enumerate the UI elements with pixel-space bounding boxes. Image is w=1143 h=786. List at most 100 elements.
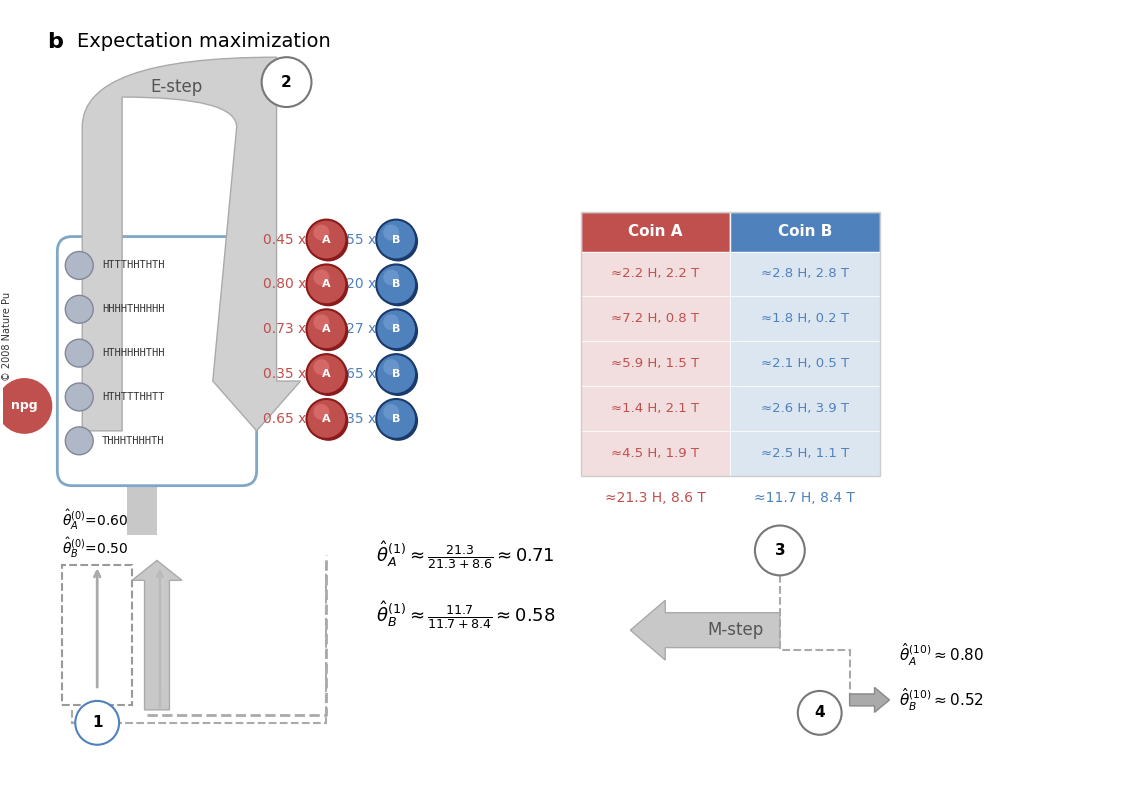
Text: ≈11.7 H, 8.4 T: ≈11.7 H, 8.4 T (754, 491, 855, 505)
Text: 3: 3 (775, 543, 785, 558)
Text: $\hat{\theta}_B^{(1)}$$\approx$$\frac{11.7}{11.7 + 8.4}$$\approx 0.58$: $\hat{\theta}_B^{(1)}$$\approx$$\frac{11… (376, 599, 555, 631)
Circle shape (65, 252, 94, 279)
Text: $\hat{\theta}_A^{(0)}$=0.60: $\hat{\theta}_A^{(0)}$=0.60 (63, 508, 129, 532)
Circle shape (309, 356, 349, 396)
Bar (581, 341, 730, 386)
Bar (581, 296, 730, 341)
Circle shape (378, 401, 418, 441)
Circle shape (376, 264, 416, 304)
Text: Coin B: Coin B (777, 224, 832, 239)
Text: A: A (322, 369, 330, 379)
Bar (730, 431, 879, 476)
Circle shape (383, 404, 399, 420)
Text: ≈1.4 H, 2.1 T: ≈1.4 H, 2.1 T (612, 402, 700, 415)
Text: 0.27 x: 0.27 x (333, 322, 376, 336)
Text: 0.45 x: 0.45 x (263, 233, 306, 247)
Circle shape (65, 296, 94, 323)
Text: HTHHHHHTHH: HTHHHHHTHH (102, 348, 165, 358)
Bar (581, 431, 730, 476)
Text: A: A (322, 234, 330, 244)
Bar (730, 341, 879, 386)
Text: B: B (392, 279, 400, 289)
Text: 0.73 x: 0.73 x (263, 322, 306, 336)
Circle shape (378, 266, 418, 307)
Circle shape (313, 404, 329, 420)
Circle shape (75, 701, 119, 745)
Text: A: A (322, 414, 330, 424)
Text: HTTTHHTHTH: HTTTHHTHTH (102, 260, 165, 270)
Text: HHHHTHHHHH: HHHHTHHHHH (102, 304, 165, 314)
Text: 1: 1 (91, 715, 103, 730)
Text: 0.20 x: 0.20 x (333, 277, 376, 292)
Text: ≈4.5 H, 1.9 T: ≈4.5 H, 1.9 T (612, 446, 700, 460)
Text: HTHTTTHHTT: HTHTTTHHTT (102, 392, 165, 402)
Text: 0.65 x: 0.65 x (333, 367, 376, 381)
FancyArrow shape (849, 688, 889, 712)
Text: 0.80 x: 0.80 x (263, 277, 306, 292)
Text: B: B (392, 234, 400, 244)
Circle shape (798, 691, 841, 735)
Circle shape (378, 311, 418, 351)
Text: ≈21.3 H, 8.6 T: ≈21.3 H, 8.6 T (605, 491, 705, 505)
Circle shape (376, 399, 416, 439)
Circle shape (313, 359, 329, 375)
Circle shape (65, 427, 94, 455)
Circle shape (383, 359, 399, 375)
Text: ≈5.9 H, 1.5 T: ≈5.9 H, 1.5 T (612, 357, 700, 370)
Circle shape (306, 264, 346, 304)
Text: $\hat{\theta}_A^{(10)}$$\approx 0.80$: $\hat{\theta}_A^{(10)}$$\approx 0.80$ (900, 642, 984, 668)
Text: © 2008 Nature Pu: © 2008 Nature Pu (2, 292, 13, 380)
Circle shape (313, 270, 329, 285)
FancyBboxPatch shape (581, 211, 730, 252)
Bar (730, 386, 879, 431)
Bar (730, 296, 879, 341)
Text: Coin A: Coin A (628, 224, 682, 239)
FancyArrow shape (133, 560, 182, 710)
Text: M-step: M-step (706, 621, 764, 639)
Text: ≈1.8 H, 0.2 T: ≈1.8 H, 0.2 T (761, 312, 849, 325)
Circle shape (306, 219, 346, 259)
FancyBboxPatch shape (730, 211, 879, 252)
Circle shape (309, 401, 349, 441)
Text: 0.55 x: 0.55 x (333, 233, 376, 247)
Circle shape (383, 225, 399, 241)
Circle shape (376, 354, 416, 394)
Text: ≈2.8 H, 2.8 T: ≈2.8 H, 2.8 T (761, 267, 849, 281)
Circle shape (262, 57, 311, 107)
Circle shape (754, 526, 805, 575)
Text: b: b (47, 32, 63, 53)
Circle shape (309, 311, 349, 351)
FancyArrow shape (630, 601, 780, 660)
Text: 4: 4 (815, 705, 825, 720)
Text: THHHTHHHTH: THHHTHHHTH (102, 435, 165, 446)
Text: 0.65 x: 0.65 x (263, 412, 306, 426)
Circle shape (65, 340, 94, 367)
Circle shape (378, 222, 418, 262)
Bar (581, 252, 730, 296)
Text: A: A (322, 325, 330, 334)
Circle shape (313, 314, 329, 330)
Text: ≈7.2 H, 0.8 T: ≈7.2 H, 0.8 T (612, 312, 700, 325)
Text: Expectation maximization: Expectation maximization (78, 32, 331, 51)
Text: B: B (392, 369, 400, 379)
Circle shape (313, 225, 329, 241)
FancyBboxPatch shape (57, 237, 257, 486)
Circle shape (65, 383, 94, 411)
Circle shape (309, 222, 349, 262)
Circle shape (383, 270, 399, 285)
Text: ≈2.6 H, 3.9 T: ≈2.6 H, 3.9 T (761, 402, 849, 415)
Text: A: A (322, 279, 330, 289)
Circle shape (306, 399, 346, 439)
Circle shape (0, 378, 53, 434)
Circle shape (383, 314, 399, 330)
Text: 2: 2 (281, 75, 291, 90)
Text: B: B (392, 325, 400, 334)
Text: E-step: E-step (151, 78, 203, 96)
Circle shape (376, 310, 416, 349)
Text: ≈2.1 H, 0.5 T: ≈2.1 H, 0.5 T (761, 357, 849, 370)
Text: 0.35 x: 0.35 x (333, 412, 376, 426)
Text: ≈2.2 H, 2.2 T: ≈2.2 H, 2.2 T (612, 267, 700, 281)
PathPatch shape (82, 57, 301, 431)
Text: B: B (392, 414, 400, 424)
Circle shape (309, 266, 349, 307)
